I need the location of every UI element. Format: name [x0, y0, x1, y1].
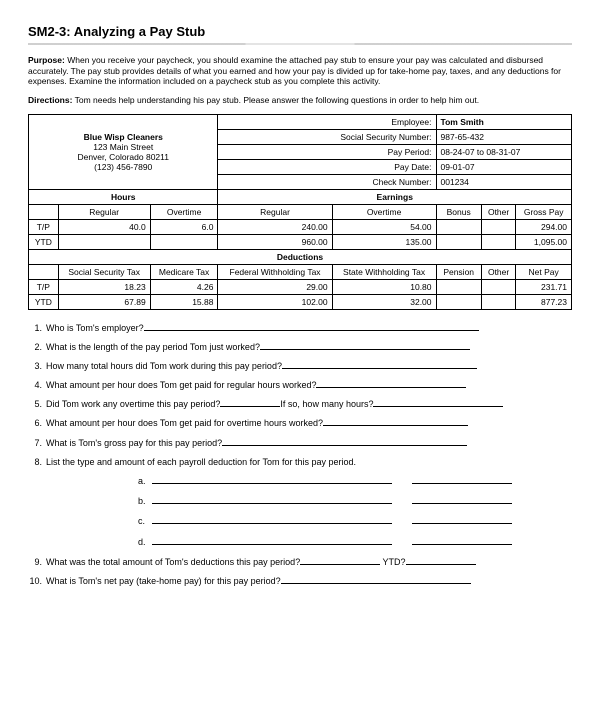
table-row: YTD 960.00 135.00 1,095.00 — [29, 234, 572, 249]
q8-c: c. — [28, 513, 572, 529]
earnings-header: Earnings — [218, 189, 572, 204]
earn-gross-hdr: Gross Pay — [516, 204, 572, 219]
ytd-label: YTD — [29, 234, 59, 249]
table-row: YTD 67.89 15.88 102.00 32.00 877.23 — [29, 294, 572, 309]
question-10: 10.What is Tom's net pay (take-home pay)… — [28, 573, 572, 589]
earn-tp-bonus — [436, 219, 481, 234]
question-9: 9.What was the total amount of Tom's ded… — [28, 554, 572, 570]
ded-tp-ss: 18.23 — [58, 279, 150, 294]
hours-ytd-reg — [58, 234, 150, 249]
ssn-value: 987-65-432 — [436, 129, 571, 144]
earn-tp-other — [481, 219, 516, 234]
ded-ytd-pension — [436, 294, 481, 309]
purpose-text: When you receive your paycheck, you shou… — [28, 55, 561, 86]
tp-label: T/P — [29, 219, 59, 234]
ded-ss-hdr: Social Security Tax — [58, 264, 150, 279]
earn-tp-reg: 240.00 — [218, 219, 332, 234]
employee-label: Employee: — [218, 114, 436, 129]
earn-bonus-hdr: Bonus — [436, 204, 481, 219]
purpose-label: Purpose: — [28, 55, 65, 65]
ded-tp-other — [481, 279, 516, 294]
hours-tp-reg: 40.0 — [58, 219, 150, 234]
question-8: 8.List the type and amount of each payro… — [28, 454, 572, 470]
period-label: Pay Period: — [218, 144, 436, 159]
ded-ytd-fed: 102.00 — [218, 294, 332, 309]
blank-col — [29, 204, 59, 219]
ded-ytd-net: 877.23 — [516, 294, 572, 309]
hours-ytd-ot — [150, 234, 218, 249]
ded-other-hdr: Other — [481, 264, 516, 279]
earn-reg-hdr: Regular — [218, 204, 332, 219]
paystub-table: Blue Wisp Cleaners 123 Main Street Denve… — [28, 114, 572, 310]
checknum-label: Check Number: — [218, 174, 436, 189]
title-rule — [28, 43, 572, 45]
earn-ot-hdr: Overtime — [332, 204, 436, 219]
earn-ytd-gross: 1,095.00 — [516, 234, 572, 249]
question-3: 3.How many total hours did Tom work duri… — [28, 358, 572, 374]
question-5: 5.Did Tom work any overtime this pay per… — [28, 396, 572, 412]
ded-ytd-med: 15.88 — [150, 294, 218, 309]
company-cell: Blue Wisp Cleaners 123 Main Street Denve… — [29, 114, 218, 189]
company-addr2: Denver, Colorado 80211 — [33, 152, 213, 162]
ded-ytd-ss: 67.89 — [58, 294, 150, 309]
tp-label2: T/P — [29, 279, 59, 294]
hours-ot-hdr: Overtime — [150, 204, 218, 219]
paydate-label: Pay Date: — [218, 159, 436, 174]
directions-label: Directions: — [28, 95, 72, 105]
hours-reg-hdr: Regular — [58, 204, 150, 219]
directions-text: Tom needs help understanding his pay stu… — [75, 95, 479, 105]
question-4: 4.What amount per hour does Tom get paid… — [28, 377, 572, 393]
company-addr1: 123 Main Street — [33, 142, 213, 152]
earn-ytd-ot: 135.00 — [332, 234, 436, 249]
earn-tp-ot: 54.00 — [332, 219, 436, 234]
paydate-value: 09-01-07 — [436, 159, 571, 174]
blank-col — [29, 264, 59, 279]
ded-tp-state: 10.80 — [332, 279, 436, 294]
ytd-label2: YTD — [29, 294, 59, 309]
q8-a: a. — [28, 473, 572, 489]
ded-tp-fed: 29.00 — [218, 279, 332, 294]
checknum-value: 001234 — [436, 174, 571, 189]
ded-tp-med: 4.26 — [150, 279, 218, 294]
hours-tp-ot: 6.0 — [150, 219, 218, 234]
question-2: 2.What is the length of the pay period T… — [28, 339, 572, 355]
ded-ytd-other — [481, 294, 516, 309]
ded-state-hdr: State Withholding Tax — [332, 264, 436, 279]
ded-tp-pension — [436, 279, 481, 294]
earn-ytd-reg: 960.00 — [218, 234, 332, 249]
earn-other-hdr: Other — [481, 204, 516, 219]
question-7: 7.What is Tom's gross pay for this pay p… — [28, 435, 572, 451]
ded-tp-net: 231.71 — [516, 279, 572, 294]
ded-ytd-state: 32.00 — [332, 294, 436, 309]
hours-header: Hours — [29, 189, 218, 204]
questions: 1.Who is Tom's employer? 2.What is the l… — [28, 320, 572, 590]
company-phone: (123) 456-7890 — [33, 162, 213, 172]
period-value: 08-24-07 to 08-31-07 — [436, 144, 571, 159]
earn-tp-gross: 294.00 — [516, 219, 572, 234]
earn-ytd-bonus — [436, 234, 481, 249]
ded-net-hdr: Net Pay — [516, 264, 572, 279]
page-title: SM2-3: Analyzing a Pay Stub — [28, 24, 205, 39]
ded-med-hdr: Medicare Tax — [150, 264, 218, 279]
earn-ytd-other — [481, 234, 516, 249]
question-6: 6.What amount per hour does Tom get paid… — [28, 415, 572, 431]
deductions-header: Deductions — [29, 249, 572, 264]
table-row: T/P 18.23 4.26 29.00 10.80 231.71 — [29, 279, 572, 294]
company-name: Blue Wisp Cleaners — [33, 132, 213, 142]
q8-b: b. — [28, 493, 572, 509]
table-row: T/P 40.0 6.0 240.00 54.00 294.00 — [29, 219, 572, 234]
question-1: 1.Who is Tom's employer? — [28, 320, 572, 336]
directions-paragraph: Directions: Tom needs help understanding… — [28, 95, 572, 106]
ded-fed-hdr: Federal Withholding Tax — [218, 264, 332, 279]
employee-value: Tom Smith — [436, 114, 571, 129]
title-area: SM2-3: Analyzing a Pay Stub — [28, 24, 572, 39]
ssn-label: Social Security Number: — [218, 129, 436, 144]
purpose-paragraph: Purpose: When you receive your paycheck,… — [28, 55, 572, 87]
ded-pension-hdr: Pension — [436, 264, 481, 279]
q8-d: d. — [28, 534, 572, 550]
